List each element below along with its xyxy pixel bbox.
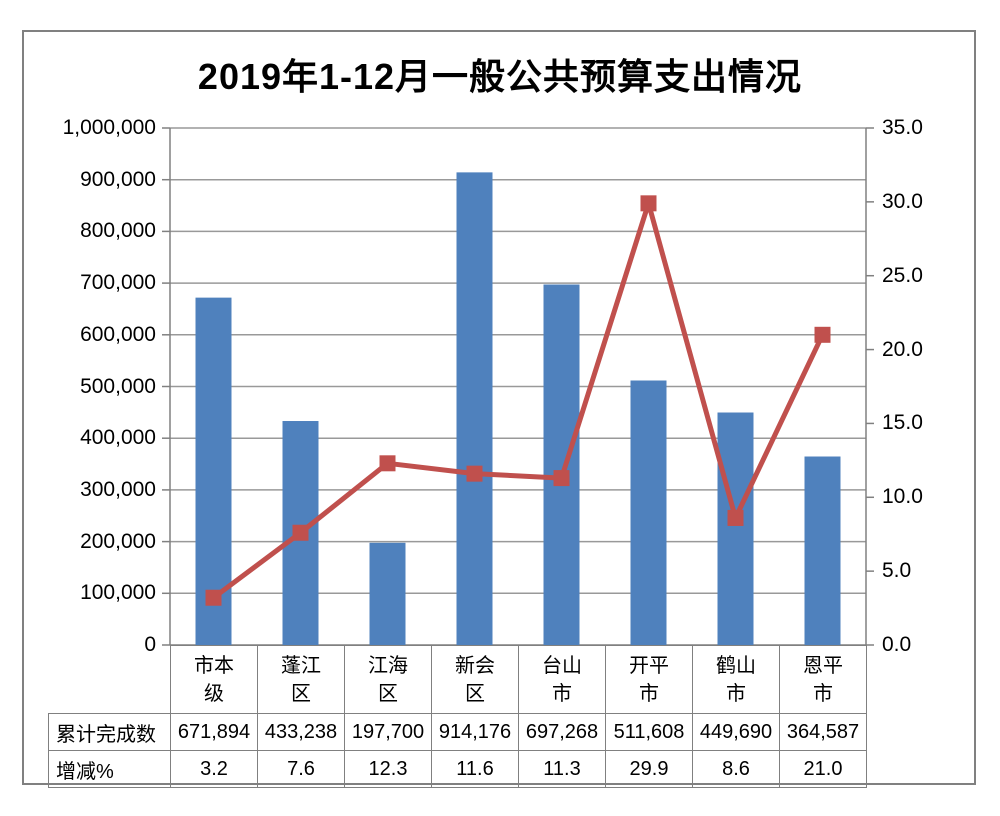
value-cell: 697,268 [518,713,606,751]
chart-title: 2019年1-12月一般公共预算支出情况 [197,56,803,97]
right-axis-label: 0.0 [882,633,912,656]
row-header-cell: 增减% [48,750,171,788]
value-cell: 3.2 [170,750,258,788]
category-label: 鹤山市 [716,654,756,705]
value-cell: 914,176 [431,713,519,751]
category-label: 恩平市 [803,654,843,705]
value-cell: 11.6 [431,750,519,788]
left-axis-label: 900,000 [80,167,156,191]
left-axis-label: 0 [144,633,156,656]
marker-江海区 [379,455,396,472]
left-axis-label: 500,000 [80,374,156,398]
value-cell: 29.9 [605,750,693,788]
category-label: 新会区 [455,654,495,705]
marker-台山市 [553,470,570,487]
value-cell: 671,894 [170,713,258,751]
category-label: 台山市 [542,654,582,705]
marker-市本级 [205,589,222,606]
value-cell: 7.6 [257,750,345,788]
left-axis-label: 400,000 [80,426,156,450]
left-axis-label: 100,000 [80,581,156,605]
value-cell: 433,238 [257,713,345,751]
right-axis-label: 5.0 [882,559,912,583]
right-axis-label: 30.0 [882,189,923,213]
left-axis-label: 600,000 [80,322,156,346]
right-axis-label: 10.0 [882,485,923,509]
bar-江海区 [369,542,406,645]
data-table: 市本级 蓬江区 江海区 新会区 台山市 开平市 鹤山市 恩平市累计完成数 671,894 433,… [48,645,867,788]
row-header-cell: 累计完成数 [48,713,171,751]
table-row: 增减% 3.2 7.6 12.3 11.6 11.3 29.9 8.6 21.0 [48,750,867,788]
plot-area [162,127,874,646]
value-cell: 449,690 [692,713,780,751]
category-cell: 新会区 [431,645,519,714]
table-row: 累计完成数 671,894 433,238 197,700 914,176 697,268… [48,713,867,751]
category-cell: 市本级 [170,645,258,714]
category-cell: 恩平市 [779,645,867,714]
value-cell: 197,700 [344,713,432,751]
category-label: 江海区 [368,654,408,705]
marker-蓬江区 [292,524,309,541]
category-cell: 台山市 [518,645,606,714]
left-axis-label: 800,000 [80,219,156,243]
value-cell: 12.3 [344,750,432,788]
right-axis-label: 25.0 [882,263,923,287]
bar-鹤山市 [717,412,754,645]
bar-台山市 [543,284,580,645]
marker-开平市 [640,195,657,212]
bar-恩平市 [804,456,841,645]
line-series [212,200,825,600]
left-axis-label: 700,000 [80,271,156,295]
category-cell: 鹤山市 [692,645,780,714]
category-cell: 蓬江区 [257,645,345,714]
left-axis-label: 300,000 [80,477,156,501]
category-cell: 开平市 [605,645,693,714]
category-label: 开平市 [629,654,669,705]
category-label: 蓬江区 [281,654,321,705]
value-cell: 8.6 [692,750,780,788]
category-label: 市本级 [194,654,234,705]
marker-恩平市 [814,326,831,343]
value-cell: 21.0 [779,750,867,788]
bar-新会区 [456,172,493,645]
bar-开平市 [630,380,667,645]
right-axis-label: 35.0 [882,116,923,139]
plot-svg [162,127,874,646]
left-axis-label: 200,000 [80,529,156,553]
value-cell: 364,587 [779,713,867,751]
right-axis-label: 15.0 [882,411,923,435]
left-axis-label: 1,000,000 [62,116,156,139]
category-cell: 江海区 [344,645,432,714]
table-corner-blank [49,646,171,714]
right-axis-label: 20.0 [882,337,923,361]
marker-鹤山市 [727,509,744,526]
value-cell: 11.3 [518,750,606,788]
value-cell: 511,608 [605,713,693,751]
marker-新会区 [466,465,483,482]
